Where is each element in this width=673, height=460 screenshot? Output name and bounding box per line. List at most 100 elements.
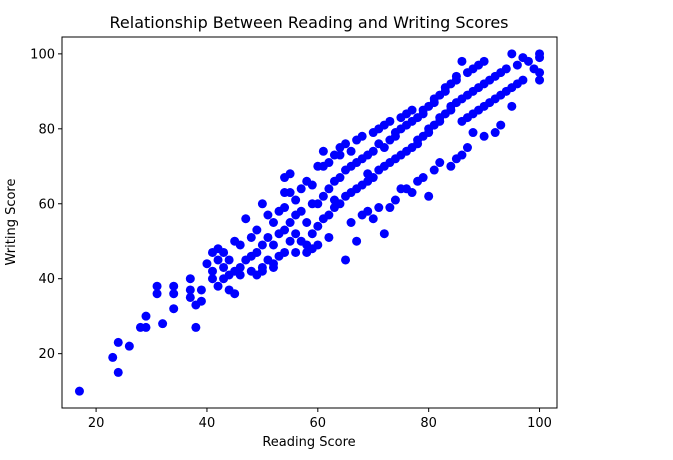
data-point [296, 184, 306, 194]
data-point [313, 240, 323, 250]
data-point [479, 56, 489, 66]
x-tick-label: 60 [310, 416, 327, 431]
data-point [318, 161, 328, 171]
data-point [379, 143, 389, 153]
data-point [257, 262, 267, 272]
data-point [374, 203, 384, 213]
data-point [280, 203, 290, 213]
data-point [185, 285, 195, 295]
data-point [451, 71, 461, 81]
data-point [191, 322, 201, 332]
data-point [235, 270, 245, 280]
data-point [152, 289, 162, 299]
data-point [424, 191, 434, 201]
data-point [268, 259, 278, 269]
data-point [252, 247, 262, 257]
data-point [341, 139, 351, 149]
y-tick-label: 100 [30, 47, 55, 62]
data-point [318, 146, 328, 156]
data-point [169, 289, 179, 299]
data-point [152, 281, 162, 291]
data-point [385, 203, 395, 213]
data-point [357, 131, 367, 141]
data-point [418, 173, 428, 183]
data-point [363, 206, 373, 216]
data-point [213, 255, 223, 265]
data-point [523, 56, 533, 66]
data-point [219, 262, 229, 272]
data-point [335, 150, 345, 160]
data-point [158, 319, 168, 329]
data-point [479, 131, 489, 141]
data-point [113, 337, 123, 347]
data-point [518, 75, 528, 85]
x-tick-label: 80 [420, 416, 437, 431]
data-point [368, 146, 378, 156]
data-point [246, 266, 256, 276]
data-point [141, 311, 151, 321]
data-point [219, 247, 229, 257]
data-point [462, 143, 472, 153]
data-point [407, 105, 417, 115]
data-point [368, 173, 378, 183]
data-point [257, 199, 267, 209]
data-point [291, 195, 301, 205]
data-point [501, 64, 511, 74]
data-point [280, 247, 290, 257]
data-point [207, 266, 217, 276]
data-point [202, 259, 212, 269]
data-point [280, 225, 290, 235]
data-point [207, 274, 217, 284]
data-point [324, 184, 334, 194]
x-tick-label: 20 [88, 416, 105, 431]
data-point [235, 240, 245, 250]
y-axis-label: Writing Score [4, 179, 19, 266]
data-point [302, 218, 312, 227]
data-point [124, 341, 134, 351]
data-point [280, 188, 290, 198]
data-point [535, 75, 545, 85]
data-point [196, 285, 206, 295]
data-point [291, 229, 301, 239]
data-point [296, 206, 306, 216]
data-point [379, 229, 389, 239]
data-point [402, 184, 412, 194]
data-point [346, 146, 356, 156]
data-point [263, 232, 273, 242]
data-point [335, 173, 345, 183]
data-point [324, 232, 334, 242]
data-point [313, 221, 323, 231]
data-point [246, 232, 256, 242]
data-point [329, 195, 339, 205]
data-point [490, 128, 500, 138]
data-point [235, 262, 245, 272]
y-tick-label: 40 [38, 272, 55, 287]
data-point [313, 199, 323, 209]
data-point [352, 236, 362, 246]
data-point [429, 165, 439, 175]
data-point [263, 210, 273, 220]
data-point [285, 218, 295, 227]
data-point [224, 285, 234, 295]
data-point [224, 255, 234, 265]
data-point [535, 68, 545, 78]
data-point [451, 154, 461, 164]
y-tick-label: 60 [38, 197, 55, 212]
data-point [196, 296, 206, 306]
data-point [507, 49, 517, 59]
x-tick-label: 40 [199, 416, 216, 431]
data-point [307, 229, 317, 239]
data-point [113, 367, 123, 377]
data-point [241, 214, 251, 224]
data-point [169, 281, 179, 291]
data-point [446, 161, 456, 171]
data-point [468, 128, 478, 138]
data-point [185, 274, 195, 284]
data-point [285, 236, 295, 246]
data-point [368, 214, 378, 224]
data-point [390, 195, 400, 205]
data-point [108, 352, 118, 362]
plot-frame [61, 36, 558, 409]
x-axis-label: Reading Score [262, 435, 355, 450]
